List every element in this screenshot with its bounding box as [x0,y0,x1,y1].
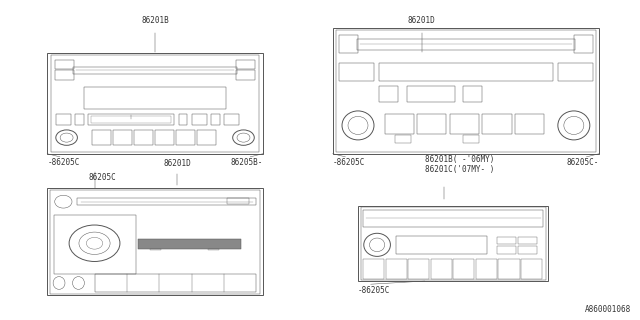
Bar [47,53,263,154]
Text: -86205C: -86205C [358,286,390,295]
Bar [380,62,552,81]
Bar [208,249,218,250]
Bar [497,237,516,244]
Bar [463,135,479,143]
Bar [196,130,216,145]
Bar [431,259,452,278]
Bar [574,35,593,53]
Bar [358,205,548,281]
Bar [51,55,259,152]
Bar [521,259,542,278]
Bar [463,86,482,101]
Bar [396,135,412,143]
Bar [88,114,175,125]
Bar [453,259,474,278]
Bar [93,130,111,145]
Bar [211,114,220,125]
Bar [417,114,447,134]
Bar [339,62,374,81]
Bar [386,259,407,278]
Bar [113,130,132,145]
Text: -86205C: -86205C [47,158,79,167]
Bar [54,215,136,274]
Bar [396,236,488,253]
Bar [408,259,429,278]
Bar [192,114,207,125]
Bar [150,249,161,250]
Bar [236,70,255,80]
Text: 86201D: 86201D [163,159,191,168]
Text: 86205C-: 86205C- [567,158,599,167]
Bar [518,237,537,244]
Bar [515,114,544,134]
Text: 86205C: 86205C [88,173,116,182]
Bar [407,86,455,101]
Bar [224,114,239,125]
Text: 86201B: 86201B [141,16,169,25]
Text: 86201D: 86201D [408,16,435,25]
Bar [55,60,74,69]
Bar [236,60,255,69]
Bar [176,130,195,145]
Text: 86201B( -'06MY)
86201C('07MY- ): 86201B( -'06MY) 86201C('07MY- ) [425,155,494,174]
Bar [77,198,257,205]
Bar [497,246,516,253]
Bar [558,62,593,81]
Bar [499,259,520,278]
Bar [179,114,188,125]
Text: 86205B-: 86205B- [230,158,263,167]
Bar [336,29,596,152]
Bar [92,116,172,123]
Bar [380,86,398,101]
Bar [56,114,71,125]
Bar [356,39,575,50]
Bar [482,114,511,134]
Bar [55,70,74,80]
Bar [476,259,497,278]
Bar [76,114,84,125]
Bar [47,188,263,295]
Text: -86205C: -86205C [333,158,365,167]
Bar [73,67,237,74]
Bar [518,246,537,253]
Bar [134,130,153,145]
Bar [51,190,260,294]
Bar [363,259,385,278]
Bar [155,130,174,145]
Bar [339,35,358,53]
Bar [84,87,226,109]
Bar [385,114,414,134]
Bar [95,274,257,292]
Bar [333,28,599,154]
Bar [138,238,241,249]
Text: A860001068: A860001068 [584,305,631,314]
Bar [363,210,543,227]
Bar [227,198,249,204]
Bar [360,207,546,280]
Bar [450,114,479,134]
